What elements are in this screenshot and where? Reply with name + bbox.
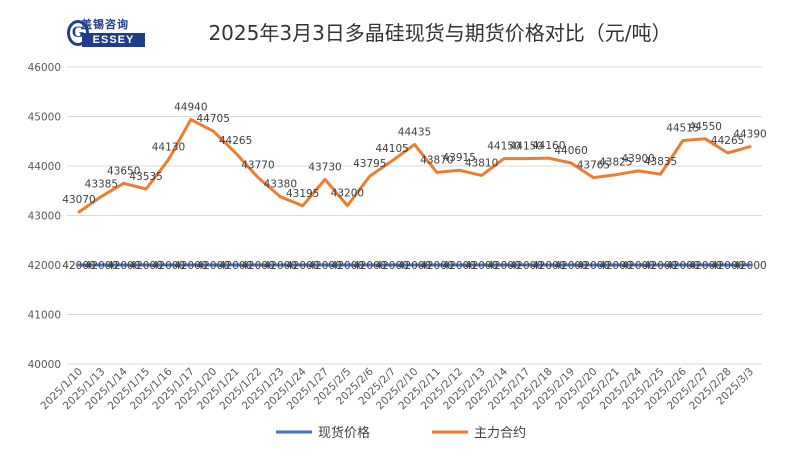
futures-data-label: 43650 [107,165,140,177]
futures-data-label: 44150 [510,141,543,153]
futures-data-label: 44515 [666,123,699,135]
futures-data-label: 43195 [286,188,319,200]
futures-data-label: 43900 [621,153,654,165]
futures-data-label: 44265 [219,135,252,147]
futures-data-label: 43730 [308,161,341,173]
spot-data-label: 42000 [241,260,274,272]
chart-title: 2025年3月3日多晶硅现货与期货价格对比（元/吨） [208,21,672,45]
y-tick-label: 42000 [28,260,61,272]
futures-data-label: 44130 [152,142,185,154]
futures-data-label: 44105 [375,143,408,155]
spot-data-label: 42000 [666,260,699,272]
spot-data-label: 42000 [532,260,565,272]
futures-data-label: 44390 [733,129,766,141]
futures-data-label: 43795 [353,158,386,170]
spot-data-label: 42000 [487,260,520,272]
futures-data-label: 43825 [599,157,632,169]
logo-chinese-text: 盖锡咨询 [81,18,129,31]
spot-data-label: 42000 [398,260,431,272]
futures-data-label: 43810 [465,157,498,169]
spot-data-label: 42000 [510,260,543,272]
spot-data-label: 42000 [308,260,341,272]
y-tick-label: 44000 [28,161,61,173]
legend-label: 主力合约 [474,426,526,441]
spot-data-label: 42000 [286,260,319,272]
spot-data-label: 42000 [219,260,252,272]
y-tick-label: 40000 [28,359,61,371]
futures-data-label: 43200 [331,188,364,200]
futures-data-label: 44150 [487,141,520,153]
spot-data-label: 42000 [264,260,297,272]
spot-data-label: 42000 [465,260,498,272]
spot-data-label: 42000 [443,260,476,272]
spot-data-label: 42000 [621,260,654,272]
futures-data-label: 44160 [532,140,565,152]
futures-data-label: 43380 [264,179,297,191]
spot-data-label: 42000 [85,260,118,272]
futures-data-label: 44550 [689,121,722,133]
spot-data-label: 42000 [375,260,408,272]
futures-data-label: 44060 [554,145,587,157]
futures-data-label: 43870 [420,154,453,166]
spot-data-label: 42000 [554,260,587,272]
spot-data-label: 42000 [733,260,766,272]
spot-data-label: 42000 [599,260,632,272]
spot-data-label: 42000 [107,260,140,272]
spot-data-label: 42000 [174,260,207,272]
y-tick-label: 46000 [28,62,61,74]
futures-data-label: 43835 [644,156,677,168]
spot-data-label: 42000 [420,260,453,272]
spot-data-label: 42000 [129,260,162,272]
futures-data-label: 44265 [711,135,744,147]
y-tick-label: 45000 [28,112,61,124]
futures-data-label: 43765 [577,160,610,172]
spot-data-label: 42000 [353,260,386,272]
spot-data-label: 42000 [689,260,722,272]
logo-bar-text: ESSEY [82,33,145,47]
legend-label: 现货价格 [318,425,370,441]
y-tick-label: 43000 [28,211,61,223]
futures-data-label: 44435 [398,126,431,138]
futures-data-label: 43770 [241,159,274,171]
futures-data-label: 43915 [443,152,476,164]
y-tick-label: 41000 [28,310,61,322]
spot-data-label: 42000 [152,260,185,272]
futures-price-line [77,118,752,214]
futures-data-label: 44940 [174,101,207,113]
futures-data-label: 43070 [62,194,95,206]
futures-data-label: 43535 [129,171,162,183]
spot-data-label: 42000 [644,260,677,272]
futures-data-label: 44705 [196,113,229,125]
spot-data-label: 42000 [711,260,744,272]
spot-data-label: 42000 [196,260,229,272]
spot-data-label: 42000 [331,260,364,272]
spot-data-label: 42000 [62,260,95,272]
spot-data-label: 42000 [577,260,610,272]
futures-data-label: 43385 [85,178,118,190]
gessey-logo: G 盖锡咨询 ESSEY [67,18,145,50]
